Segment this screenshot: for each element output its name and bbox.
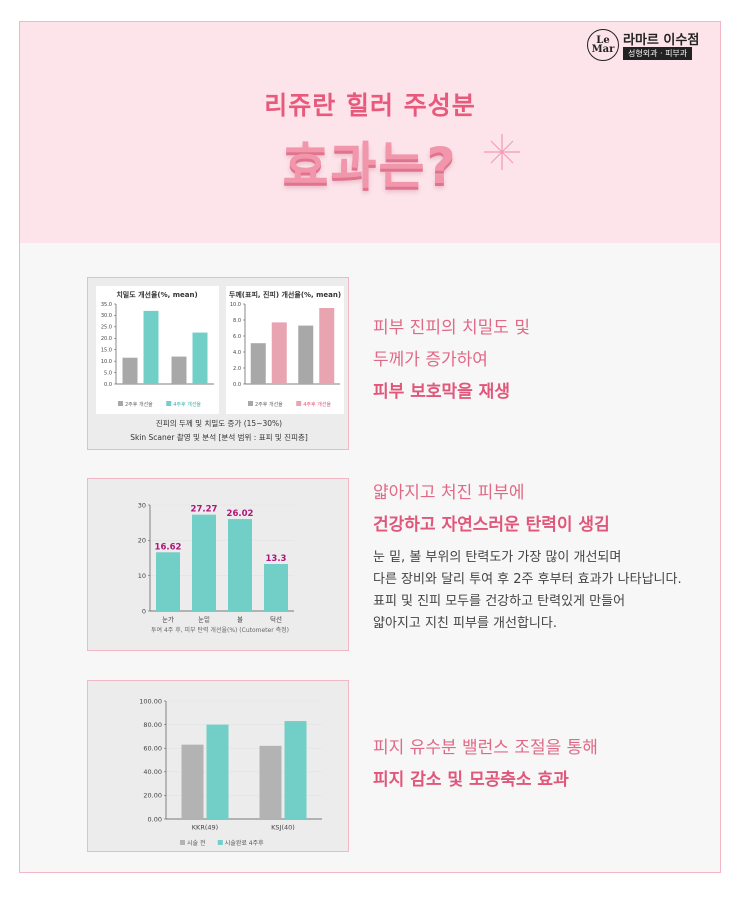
- bar: [156, 552, 180, 611]
- bar: [122, 357, 138, 384]
- bar: [319, 308, 335, 384]
- section-elasticity: 얇아지고 처진 피부에 건강하고 자연스러운 탄력이 생김 눈 밑, 볼 부위의…: [373, 477, 713, 635]
- section-headline: 피지 감소 및 모공축소 효과: [373, 770, 569, 790]
- section-line: 두께가 증가하여: [373, 350, 488, 370]
- section-line: 피부 진피의 치밀도 및: [373, 318, 530, 338]
- bar: [143, 310, 159, 384]
- clinic-logo[interactable]: Le Mar 라마르 이수점 성형외과 · 피부과: [587, 29, 715, 61]
- chart-caption: 투여 4주 후, 피부 탄력 개선율(%) (Cutometer 측정): [151, 626, 289, 634]
- x-tick-label: 눈가: [162, 615, 174, 624]
- y-tick-label: 0.0: [233, 382, 241, 388]
- chart-title: 두께(표피, 진피) 개선율(%, mean): [229, 290, 341, 299]
- bar: [250, 343, 266, 384]
- logo-emblem-icon: Le Mar: [587, 29, 619, 61]
- y-tick-label: 0: [142, 607, 146, 615]
- bar: [259, 745, 282, 819]
- y-tick-label: 0.00: [148, 815, 162, 823]
- data-label: 27.27: [191, 505, 218, 515]
- legend-label: 4주후 개선율: [303, 401, 331, 408]
- x-tick-label: 볼: [237, 615, 243, 624]
- legend-swatch: [248, 401, 253, 406]
- bar: [284, 721, 307, 819]
- y-tick-label: 80.00: [143, 721, 162, 729]
- hero-banner: Le Mar 라마르 이수점 성형외과 · 피부과 리쥬란 힐러 주성분 효과는…: [20, 22, 720, 243]
- y-tick-label: 30.0: [101, 313, 112, 319]
- section-density: 피부 진피의 치밀도 및 두께가 증가하여 피부 보호막을 재생: [373, 312, 713, 408]
- legend-label: 2주후 개선율: [255, 401, 283, 408]
- data-label: 26.02: [227, 509, 254, 519]
- data-label: 13.3: [266, 554, 287, 564]
- body-line: 얇아지고 지친 피부를 개선합니다.: [373, 616, 557, 631]
- bar: [298, 325, 314, 384]
- legend-swatch: [296, 401, 302, 406]
- clinic-subtitle: 성형외과 · 피부과: [623, 47, 693, 60]
- body-line: 다른 장비와 달리 투여 후 2주 후부터 효과가 나타납니다.: [373, 572, 682, 587]
- sebum-chart-card: 100.00 80.00 60.00 40.00 20.00 0.00 KKR(49) KSJ…: [87, 680, 349, 852]
- elasticity-chart: 30 20 10 0 16.62 27.27 26.02 13.3 눈가 눈밑 볼 턱선 투여 4주 …: [138, 501, 294, 634]
- legend-swatch: [217, 840, 223, 845]
- body-line: 표피 및 진피 모두를 건강하고 탄력있게 만들어: [373, 594, 626, 609]
- chart-caption: 진피의 두께 및 치밀도 증가 (15~30%): [156, 418, 282, 428]
- y-tick-label: 20: [138, 537, 146, 545]
- legend-swatch: [180, 840, 185, 845]
- bar: [271, 322, 287, 384]
- y-tick-label: 30: [138, 501, 146, 509]
- x-tick-label: KSJ(40): [271, 824, 295, 832]
- y-tick-label: 4.0: [233, 350, 241, 356]
- hero-title: 효과는?: [282, 137, 458, 195]
- y-tick-label: 20.0: [101, 336, 112, 342]
- legend-label: 4주후 개선율: [173, 401, 201, 408]
- clinic-name: 라마르 이수점: [623, 33, 700, 48]
- section-line: 피지 유수분 밸런스 조절을 통해: [373, 738, 598, 758]
- y-tick-label: 6.0: [233, 334, 241, 340]
- x-tick-label: 턱선: [270, 615, 282, 624]
- y-tick-label: 100.00: [139, 697, 162, 705]
- bar: [264, 564, 288, 611]
- y-tick-label: 2.0: [233, 366, 241, 372]
- legend-swatch: [118, 401, 123, 406]
- density-thickness-chart-card: 치밀도 개선율(%, mean) 두께(표피, 진피) 개선율(%, mean)…: [87, 277, 349, 450]
- y-tick-label: 5.0: [104, 370, 112, 376]
- y-tick-label: 20.00: [143, 792, 162, 800]
- sebum-chart: 100.00 80.00 60.00 40.00 20.00 0.00 KKR(49) KSJ…: [139, 697, 322, 847]
- bar: [228, 519, 252, 611]
- y-tick-label: 35.0: [101, 302, 112, 308]
- bar: [181, 744, 204, 819]
- chart-title: 치밀도 개선율(%, mean): [116, 290, 197, 299]
- x-tick-label: KKR(49): [192, 824, 218, 832]
- legend-label: 2주후 개선율: [125, 401, 153, 408]
- legend-label: 시술완료 4주후: [225, 839, 264, 847]
- legend-label: 시술 전: [187, 839, 205, 847]
- legend-swatch: [166, 401, 172, 406]
- section-line: 얇아지고 처진 피부에: [373, 483, 525, 503]
- y-tick-label: 8.0: [233, 318, 241, 324]
- bar: [192, 332, 208, 384]
- y-tick-label: 40.00: [143, 768, 162, 776]
- density-thickness-chart: 치밀도 개선율(%, mean) 두께(표피, 진피) 개선율(%, mean)…: [96, 286, 344, 442]
- bar: [206, 724, 229, 819]
- y-tick-label: 15.0: [101, 347, 112, 353]
- body-line: 눈 밑, 볼 부위의 탄력도가 가장 많이 개선되며: [373, 550, 622, 565]
- page-frame: Le Mar 라마르 이수점 성형외과 · 피부과 리쥬란 힐러 주성분 효과는…: [19, 21, 721, 873]
- y-tick-label: 10.0: [101, 359, 112, 365]
- bar: [171, 356, 187, 384]
- y-tick-label: 10: [138, 572, 146, 580]
- section-headline: 피부 보호막을 재생: [373, 382, 510, 402]
- section-sebum: 피지 유수분 밸런스 조절을 통해 피지 감소 및 모공축소 효과: [373, 732, 713, 796]
- elasticity-chart-card: 30 20 10 0 16.62 27.27 26.02 13.3 눈가 눈밑 볼 턱선 투여 4주 …: [87, 478, 349, 651]
- chart-caption: Skin Scaner 촬영 및 분석 [분석 범위 : 표피 및 진피층]: [130, 432, 308, 442]
- y-tick-label: 0.0: [104, 382, 112, 388]
- y-tick-label: 25.0: [101, 325, 112, 331]
- sparkle-icon: [484, 134, 520, 170]
- section-headline: 건강하고 자연스러운 탄력이 생김: [373, 515, 610, 535]
- hero-subtitle: 리쥬란 힐러 주성분: [264, 91, 476, 120]
- section-body: 눈 밑, 볼 부위의 탄력도가 가장 많이 개선되며 다른 장비와 달리 투여 …: [373, 547, 713, 635]
- y-tick-label: 10.0: [230, 302, 241, 308]
- data-label: 16.62: [155, 542, 182, 552]
- bar: [192, 514, 216, 611]
- y-tick-label: 60.00: [143, 744, 162, 752]
- x-tick-label: 눈밑: [198, 616, 210, 624]
